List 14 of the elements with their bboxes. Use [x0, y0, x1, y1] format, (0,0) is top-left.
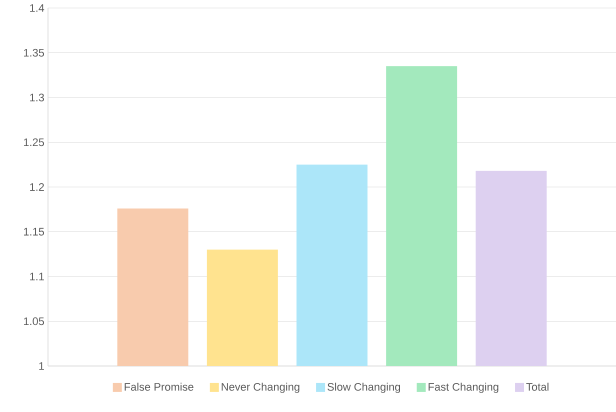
legend-label: Slow Changing [328, 382, 400, 393]
y-tick-label: 1.35 [24, 48, 44, 57]
y-tick-label: 1 [39, 362, 44, 370]
y-tick-label: 1.15 [24, 228, 44, 236]
legend-label: Total [526, 382, 548, 391]
legend-label: Never Changing [222, 382, 300, 393]
legend-label: False Promise [124, 382, 194, 391]
y-tick-label: 1.2 [30, 183, 44, 191]
y-tick-label: 1.05 [24, 317, 44, 326]
y-tick-label: 1.4 [30, 4, 44, 12]
y-tick-label: 1.3 [30, 94, 44, 102]
y-tick-label: 1.25 [24, 138, 44, 146]
legend-label: Fast Changing [428, 382, 498, 393]
y-tick-label: 1.1 [30, 272, 44, 280]
